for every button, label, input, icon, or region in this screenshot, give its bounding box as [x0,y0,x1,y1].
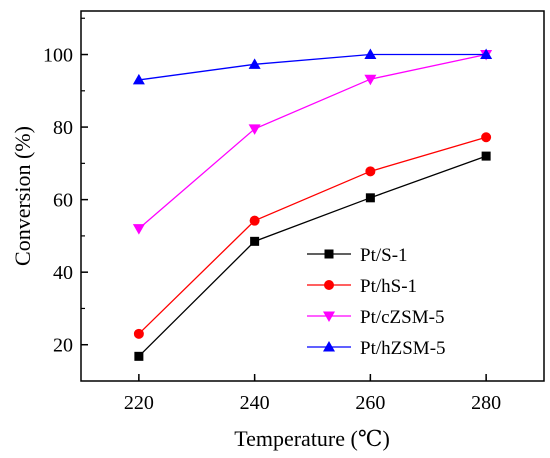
series-line [138,53,487,230]
y-axis-label: Conversion (%) [10,126,35,266]
x-tick-label: 240 [240,392,270,414]
data-point [132,73,145,85]
data-point [250,236,260,246]
y-tick-label: 40 [53,262,73,284]
legend-label: Pt/hZSM-5 [360,338,446,359]
data-point [365,193,375,203]
data-point [364,48,377,60]
series-3 [132,48,493,85]
legend-item: Pt/hZSM-5 [307,338,446,359]
x-axis-label: Temperature (℃) [234,426,390,451]
y-tick-label: 100 [43,45,73,67]
data-point [248,124,261,135]
y-tick-label: 60 [53,190,73,212]
series-0 [134,151,491,361]
data-point [249,215,260,226]
legend: Pt/S-1 Pt/hS-1 Pt/cZSM-5 Pt/hZSM-5 [307,245,446,359]
x-tick-label: 220 [124,392,154,414]
data-point [248,58,261,69]
legend-item: Pt/cZSM-5 [307,307,444,328]
x-tick-label: 280 [471,392,501,414]
series-line [138,136,487,335]
legend-marker [323,341,335,352]
series-1 [133,132,492,339]
legend-label: Pt/S-1 [360,245,408,266]
data-point [480,48,493,60]
data-point [132,224,145,235]
x-tick-label: 260 [355,392,385,414]
legend-label: Pt/hS-1 [360,276,417,297]
legend-marker [323,311,335,322]
plot-frame [80,10,545,382]
series-line [138,155,487,357]
legend-label: Pt/cZSM-5 [360,307,444,328]
legend-marker [324,249,334,259]
data-point [133,328,144,339]
legend-marker [324,280,334,290]
data-point [364,74,377,86]
y-tick-label: 20 [53,335,73,357]
data-point [134,351,144,361]
series-line [138,53,487,81]
tick-labels: 220 240 260 280 20 40 60 80 100 [43,45,501,414]
legend-item: Pt/S-1 [307,245,408,266]
series-2 [132,50,493,235]
data-point [365,166,376,177]
series [132,48,493,361]
data-point [481,151,491,161]
data-point [481,132,492,143]
legend-item: Pt/hS-1 [307,276,417,297]
y-tick-label: 80 [53,117,73,139]
